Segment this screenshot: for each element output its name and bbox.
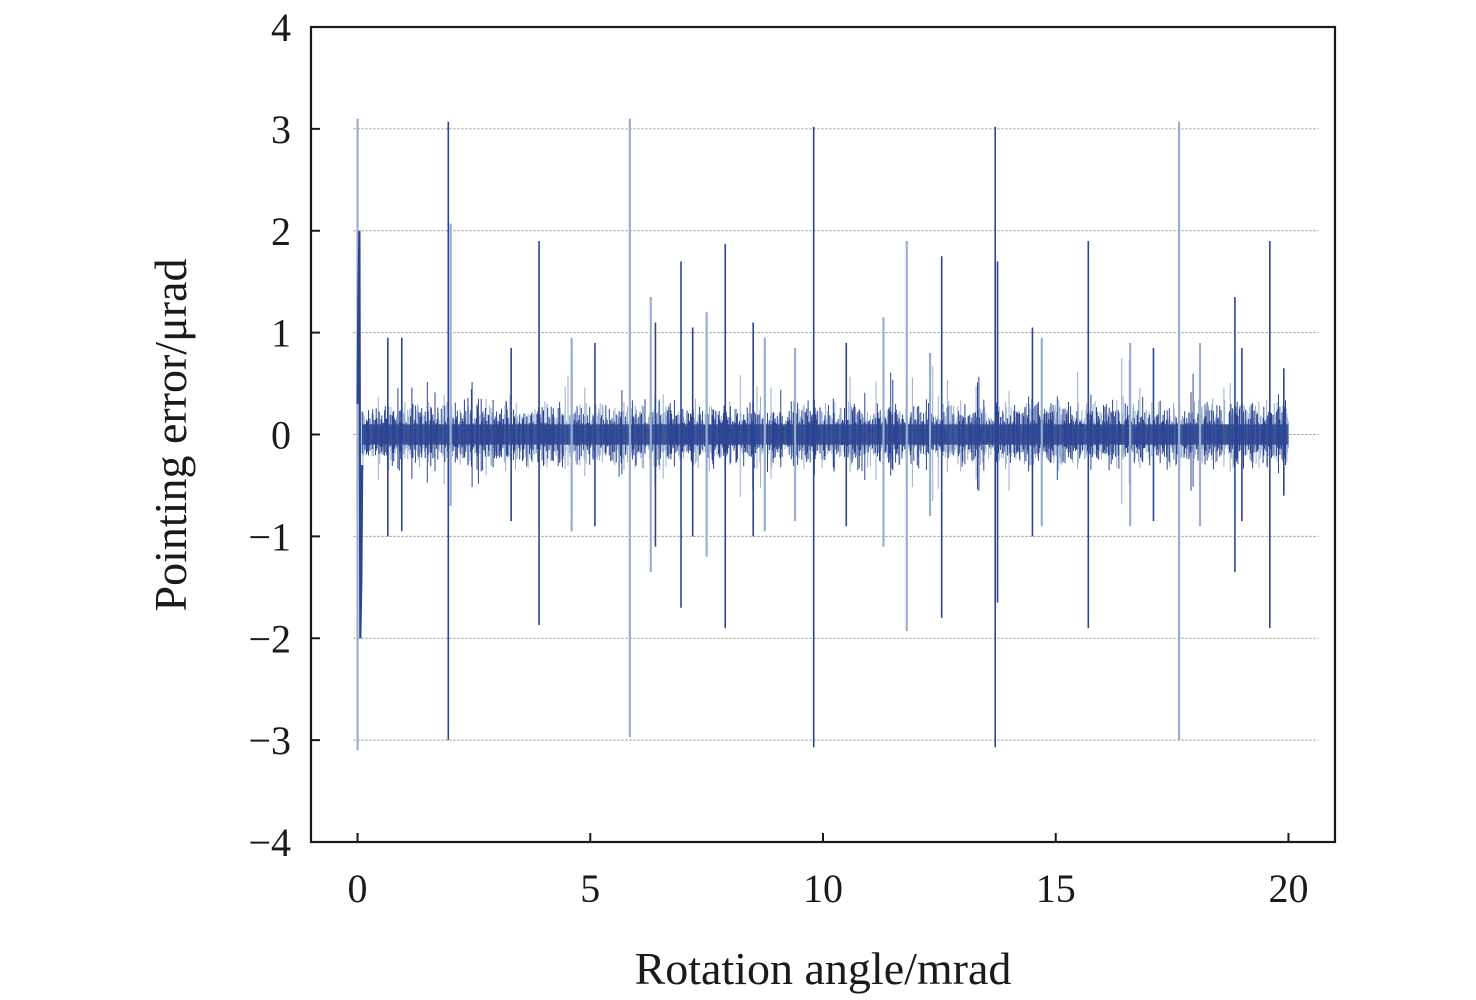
y-tick-label: 0: [271, 413, 291, 458]
noise-band: [361, 346, 1289, 518]
transient: [356, 230, 364, 639]
x-tick-label: 0: [348, 866, 368, 911]
y-tick-label: 1: [271, 311, 291, 356]
x-tick-label: 20: [1268, 866, 1308, 911]
spikes: [356, 118, 1285, 751]
y-tick-label: −1: [248, 514, 291, 559]
y-tick-label: 4: [271, 5, 291, 50]
y-tick-label: −4: [248, 820, 291, 865]
y-axis-label: Pointing error/μrad: [145, 259, 196, 612]
x-axis-label: Rotation angle/mrad: [635, 943, 1012, 994]
ticks: [311, 26, 1290, 843]
noise-core: [362, 424, 1289, 445]
y-tick-label: 3: [271, 107, 291, 152]
y-tick-label: −3: [248, 718, 291, 763]
y-tick-labels: −4 −3 −2 −1 0 1 2 3 4: [248, 5, 291, 865]
x-tick-label: 15: [1036, 866, 1076, 911]
x-tick-labels: 0 5 10 15 20: [348, 866, 1309, 911]
x-tick-label: 10: [803, 866, 843, 911]
y-tick-label: −2: [248, 616, 291, 661]
y-tick-label: 2: [271, 209, 291, 254]
x-tick-label: 5: [580, 866, 600, 911]
transient-line: [356, 230, 364, 639]
